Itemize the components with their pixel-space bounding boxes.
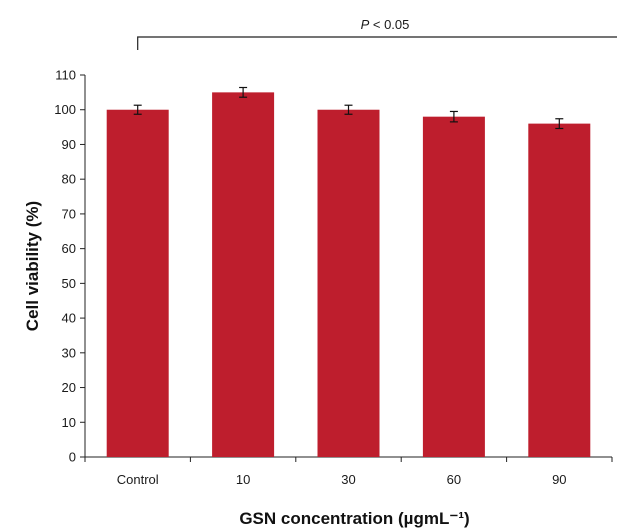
y-axis-title: Cell viability (%): [23, 201, 42, 331]
x-tick-label: 90: [552, 472, 566, 487]
y-tick-label: 0: [69, 450, 76, 465]
x-tick-label: 60: [447, 472, 461, 487]
y-tick-label: 10: [62, 415, 76, 430]
y-tick-label: 80: [62, 172, 76, 187]
bar-control: [106, 109, 169, 458]
bar-30: [317, 109, 380, 458]
y-tick-label: 90: [62, 137, 76, 152]
y-tick-label: 100: [54, 102, 76, 117]
significance-label: P < 0.05: [361, 17, 410, 32]
y-tick-label: 40: [62, 311, 76, 326]
bar-60: [422, 116, 485, 457]
y-tick-label: 30: [62, 345, 76, 360]
significance-bracket-line: [137, 36, 617, 50]
bar-90: [528, 123, 591, 458]
y-tick-label: 70: [62, 206, 76, 221]
y-tick-label: 60: [62, 241, 76, 256]
p-value: < 0.05: [369, 17, 409, 32]
significance-bracket: P < 0.05: [137, 17, 617, 50]
error-bars: [133, 86, 564, 130]
error-bar: [239, 86, 248, 98]
x-tick-label: 30: [341, 472, 355, 487]
x-axis: Control 10 30 60 90: [84, 456, 613, 487]
x-axis-title: GSN concentration (µgmL⁻¹): [239, 509, 469, 528]
y-tick-label: 50: [62, 276, 76, 291]
x-tick-label: 10: [236, 472, 250, 487]
y-tick-label: 20: [62, 380, 76, 395]
x-tick-label: Control: [117, 472, 159, 487]
error-bar: [344, 104, 353, 115]
bars: [106, 92, 591, 458]
y-tick-label: 110: [55, 68, 76, 83]
y-axis: 0 10 20 30 40 50 60 70 80 90 100 110: [54, 68, 86, 465]
error-bar: [555, 118, 564, 130]
bar-10: [212, 92, 275, 457]
error-bar: [133, 104, 142, 115]
p-symbol: P: [361, 17, 370, 32]
error-bar: [449, 110, 458, 123]
